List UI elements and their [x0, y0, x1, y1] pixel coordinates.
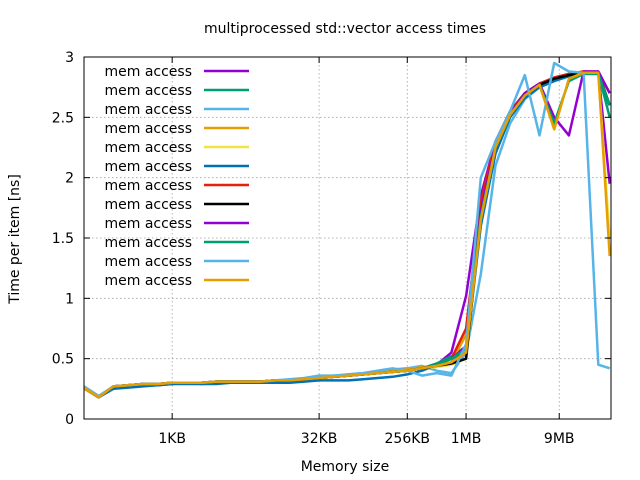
y-tick-label: 0 — [65, 412, 74, 428]
y-tick-label: 3 — [65, 50, 74, 66]
axis-ticks: 0 0.5 1 1.5 2 2.5 3 1KB 32KB 256KB 1MB 9MB — [52, 50, 611, 447]
y-tick-label: 0.5 — [52, 352, 74, 368]
y-tick-label: 1 — [65, 291, 74, 307]
legend: mem access mem access mem access mem access… — [104, 64, 249, 289]
y-tick-label: 2.5 — [52, 110, 74, 126]
x-tick-label: 9MB — [544, 431, 575, 447]
legend-label: mem access — [104, 140, 192, 156]
x-axis-label: Memory size — [301, 459, 390, 475]
legend-label: mem access — [104, 254, 192, 270]
x-tick-label: 1MB — [451, 431, 482, 447]
legend-label: mem access — [104, 178, 192, 194]
legend-label: mem access — [104, 235, 192, 251]
legend-label: mem access — [104, 273, 192, 289]
legend-label: mem access — [104, 159, 192, 175]
x-tick-label: 32KB — [301, 431, 338, 447]
y-axis-label: Time per item [ns] — [7, 174, 23, 305]
legend-label: mem access — [104, 102, 192, 118]
chart-title: multiprocessed std::vector access times — [204, 21, 486, 37]
legend-label: mem access — [104, 64, 192, 80]
legend-label: mem access — [104, 216, 192, 232]
y-tick-label: 2 — [65, 171, 74, 187]
legend-label: mem access — [104, 197, 192, 213]
series-lines — [84, 61, 611, 399]
x-tick-label: 1KB — [158, 431, 186, 447]
series-line-12 — [84, 71, 611, 399]
y-tick-label: 1.5 — [52, 231, 74, 247]
legend-label: mem access — [104, 83, 192, 99]
grid — [84, 57, 611, 419]
x-tick-label: 256KB — [385, 431, 431, 447]
legend-label: mem access — [104, 121, 192, 137]
